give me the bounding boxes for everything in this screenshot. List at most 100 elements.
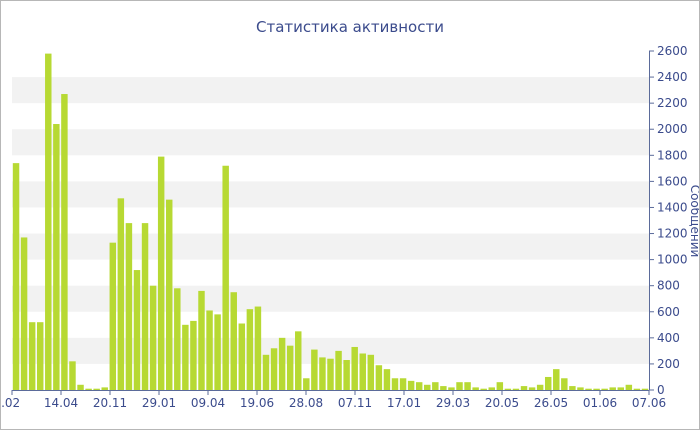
x-tick-label: 29.03 [436, 396, 470, 410]
bar[interactable] [311, 349, 318, 390]
bar[interactable] [45, 53, 52, 391]
x-tick-label: 29.01 [142, 396, 176, 410]
bar[interactable] [399, 378, 407, 390]
bar[interactable] [230, 292, 237, 390]
bar[interactable] [36, 322, 44, 390]
x-tick-label: 17.01 [387, 396, 421, 410]
bar[interactable] [166, 199, 173, 390]
bar[interactable] [528, 387, 536, 390]
bar[interactable] [488, 387, 495, 390]
bar[interactable] [617, 387, 625, 390]
bar[interactable] [351, 346, 358, 390]
bar[interactable] [512, 388, 520, 390]
bar[interactable] [633, 388, 641, 390]
bar[interactable] [12, 163, 20, 390]
bar[interactable] [544, 376, 552, 390]
bar[interactable] [149, 285, 157, 390]
bar[interactable] [375, 365, 383, 390]
bar[interactable] [20, 237, 28, 390]
bar[interactable] [569, 386, 576, 390]
bar[interactable] [278, 337, 286, 390]
bar[interactable] [254, 306, 262, 390]
bar[interactable] [125, 223, 133, 390]
bar[interactable] [609, 387, 616, 390]
bar[interactable] [101, 387, 108, 390]
bar[interactable] [553, 369, 560, 390]
bar[interactable] [448, 387, 455, 390]
bar[interactable] [593, 388, 600, 390]
grid-band [12, 129, 649, 156]
bar[interactable] [496, 382, 504, 390]
bar[interactable] [53, 124, 60, 391]
bar[interactable] [456, 382, 463, 390]
bar[interactable] [28, 322, 36, 390]
y-tick-label: 1200 [657, 227, 688, 241]
bar[interactable] [319, 357, 326, 390]
bar[interactable] [472, 387, 479, 390]
bar[interactable] [141, 223, 149, 390]
bar[interactable] [335, 350, 342, 390]
y-tick-label: 0 [657, 383, 665, 397]
bar[interactable] [157, 156, 165, 390]
bar[interactable] [262, 354, 270, 390]
bar[interactable] [577, 387, 584, 390]
bar[interactable] [520, 386, 528, 390]
x-tick-label: 26.05 [534, 396, 568, 410]
bar[interactable] [190, 320, 197, 390]
bar[interactable] [601, 388, 608, 390]
bar[interactable] [295, 331, 302, 390]
y-axis-label: Сообщений [688, 185, 699, 258]
bar[interactable] [182, 324, 189, 390]
bar[interactable] [238, 323, 246, 391]
bar[interactable] [198, 290, 205, 390]
bar[interactable] [415, 382, 423, 390]
grid-band [12, 181, 649, 208]
bar[interactable] [214, 314, 221, 390]
bar[interactable] [432, 382, 439, 390]
bar[interactable] [641, 388, 649, 390]
y-tick-label: 2000 [657, 122, 688, 136]
bar[interactable] [174, 288, 181, 390]
bar[interactable] [480, 388, 487, 390]
bar[interactable] [359, 353, 366, 390]
bar[interactable] [585, 388, 592, 390]
y-tick-label: 400 [657, 331, 680, 345]
y-tick-label: 1000 [657, 253, 688, 267]
bar[interactable] [391, 378, 399, 390]
bar[interactable] [561, 378, 568, 390]
bar[interactable] [504, 388, 512, 390]
bar[interactable] [464, 382, 471, 390]
bar[interactable] [286, 345, 294, 390]
bar[interactable] [206, 310, 213, 390]
bar[interactable] [303, 378, 310, 390]
x-tick-label: 20.05 [485, 396, 519, 410]
bar[interactable] [69, 361, 76, 390]
bar[interactable] [61, 94, 68, 390]
bar[interactable] [117, 198, 125, 390]
bar[interactable] [327, 358, 334, 390]
bar[interactable] [343, 360, 350, 390]
bar[interactable] [77, 384, 84, 390]
x-tick-label: 09.04 [191, 396, 225, 410]
bar[interactable] [85, 388, 92, 390]
bar[interactable] [407, 380, 415, 390]
bar[interactable] [625, 384, 633, 390]
bar[interactable] [222, 165, 229, 390]
bar[interactable] [536, 384, 544, 390]
bar[interactable] [246, 309, 254, 390]
x-tick-label: 01.06 [583, 396, 617, 410]
bar[interactable] [270, 348, 278, 390]
bar[interactable] [93, 388, 100, 390]
y-tick-label: 1800 [657, 148, 688, 162]
x-tick-label: 19.06 [240, 396, 274, 410]
bar[interactable] [440, 386, 447, 390]
bar[interactable] [133, 270, 141, 390]
chart-title: Статистика активности [256, 18, 444, 36]
bar[interactable] [424, 384, 431, 390]
bar[interactable] [383, 369, 391, 390]
x-tick-label: 28.08 [289, 396, 323, 410]
bar[interactable] [367, 354, 375, 390]
bar[interactable] [109, 242, 117, 390]
